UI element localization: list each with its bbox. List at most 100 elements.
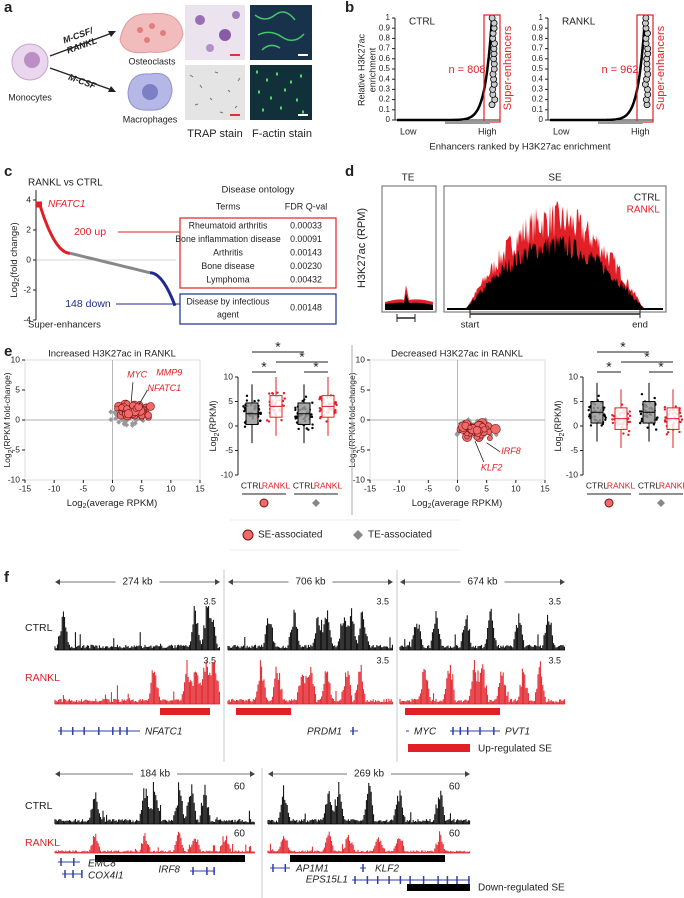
count-label: n = 962 xyxy=(601,64,638,76)
x-tick-label: -15 xyxy=(19,483,32,493)
y-tick-label: 0 xyxy=(26,254,31,264)
label: enrichment xyxy=(367,47,377,92)
y-tick-label: 0.7 xyxy=(379,44,391,53)
label: Super-enhancers xyxy=(502,25,514,110)
jitter-point xyxy=(283,397,286,400)
y-tick-label: 0.5 xyxy=(379,64,391,73)
gene-exons xyxy=(272,864,287,872)
track-scale: 60 xyxy=(234,829,246,840)
y-tick-label: 0.2 xyxy=(379,95,391,104)
label: Super-enhancers xyxy=(28,320,101,331)
down-curve xyxy=(149,271,177,307)
label: RANKL xyxy=(627,205,661,216)
term: Disease by infectious xyxy=(186,296,270,306)
label: High xyxy=(478,126,497,136)
gene-pointer xyxy=(474,440,485,463)
gene-name: EPS15L1 xyxy=(306,875,348,886)
y-tick-label: 0.6 xyxy=(532,54,544,63)
label: SE-associated xyxy=(258,530,322,541)
label: Low xyxy=(400,126,417,136)
y-tick-label: 0 xyxy=(573,420,578,430)
track-scale: 3.5 xyxy=(548,596,561,606)
track-scale: 60 xyxy=(449,782,461,793)
te-point xyxy=(113,416,119,422)
label: start xyxy=(461,320,480,331)
jitter-point xyxy=(663,405,667,409)
group-label: CTRL xyxy=(638,480,660,490)
label-part: (RPKM fold-change) xyxy=(2,372,12,449)
jitter-point xyxy=(666,431,670,434)
y-tick-label: 0.4 xyxy=(532,74,544,83)
se-point xyxy=(146,402,155,411)
gene-pointer xyxy=(130,382,134,403)
up-se-bar xyxy=(236,708,291,715)
label: CTRL xyxy=(25,622,53,634)
y-tick-label: -2 xyxy=(23,284,31,294)
jitter-point xyxy=(253,399,256,403)
label: MMP9 xyxy=(156,368,182,378)
jitter-point xyxy=(611,418,614,421)
label: Low xyxy=(553,126,570,136)
label: RANKL vs CTRL xyxy=(28,178,103,189)
label: MYC xyxy=(127,369,148,379)
gene-name: EMC8 xyxy=(88,859,116,870)
label: SE xyxy=(548,173,562,184)
track-scale: 60 xyxy=(449,829,461,840)
label-part: Log xyxy=(9,282,20,298)
jitter-point xyxy=(654,428,658,431)
te-point xyxy=(108,409,114,415)
gene-name: MYC xyxy=(414,727,437,738)
jitter-point xyxy=(628,410,631,413)
significance-star: * xyxy=(299,349,305,365)
jitter-point xyxy=(588,405,591,409)
legend-se-symbol xyxy=(242,529,254,541)
super-enhancer-point xyxy=(642,14,650,22)
legend-down-se xyxy=(407,884,470,891)
jitter-point xyxy=(604,418,607,421)
gene-pointer xyxy=(138,389,148,406)
te-point xyxy=(121,420,127,426)
te-frame xyxy=(381,185,437,313)
jitter-point xyxy=(271,392,275,395)
jitter-point xyxy=(587,415,591,418)
span-label: 706 kb xyxy=(295,577,325,588)
label: RANKL xyxy=(25,837,60,849)
label: NFATC1 xyxy=(148,383,182,393)
significance-star: * xyxy=(644,349,650,365)
se-frame xyxy=(443,185,667,313)
label: Monocytes xyxy=(8,92,52,102)
se-symbol xyxy=(604,498,614,508)
jitter-point xyxy=(628,414,632,418)
group-label: RANKL xyxy=(262,480,291,490)
jitter-point xyxy=(674,405,677,408)
y-tick-label: 0 xyxy=(228,420,233,430)
y-tick-label: 10 xyxy=(11,354,21,364)
span-label-bg xyxy=(133,768,177,780)
gene-exons xyxy=(60,858,75,866)
jitter-point xyxy=(628,420,632,424)
y-tick-label: 10 xyxy=(569,371,579,381)
panel-label: a xyxy=(4,0,13,16)
y-tick-label: 2 xyxy=(26,224,31,234)
y-tick-label: 0.3 xyxy=(532,85,544,94)
jitter-point xyxy=(245,399,249,402)
signal-track xyxy=(267,831,471,853)
span-label: 184 kb xyxy=(140,769,170,780)
label: Super-enhancers xyxy=(655,25,667,110)
panel-label: c xyxy=(4,163,12,180)
y-tick-label: 0 xyxy=(539,115,544,124)
te-point xyxy=(454,432,460,438)
se-symbol xyxy=(259,498,269,508)
span-label: 269 kb xyxy=(354,769,384,780)
panel-label: d xyxy=(345,163,354,180)
y-tick-label: 0.2 xyxy=(532,95,544,104)
axis-label: Log2(fold change) xyxy=(9,222,22,297)
label: 200 up xyxy=(74,226,106,238)
jitter-point xyxy=(276,391,279,394)
jitter-point xyxy=(295,415,299,418)
jitter-point xyxy=(611,414,614,417)
y-tick-label: -10 xyxy=(221,469,234,479)
jitter-point xyxy=(587,408,590,412)
label-part: (RPKM) xyxy=(208,401,218,433)
y-tick-label: 10 xyxy=(356,354,366,364)
